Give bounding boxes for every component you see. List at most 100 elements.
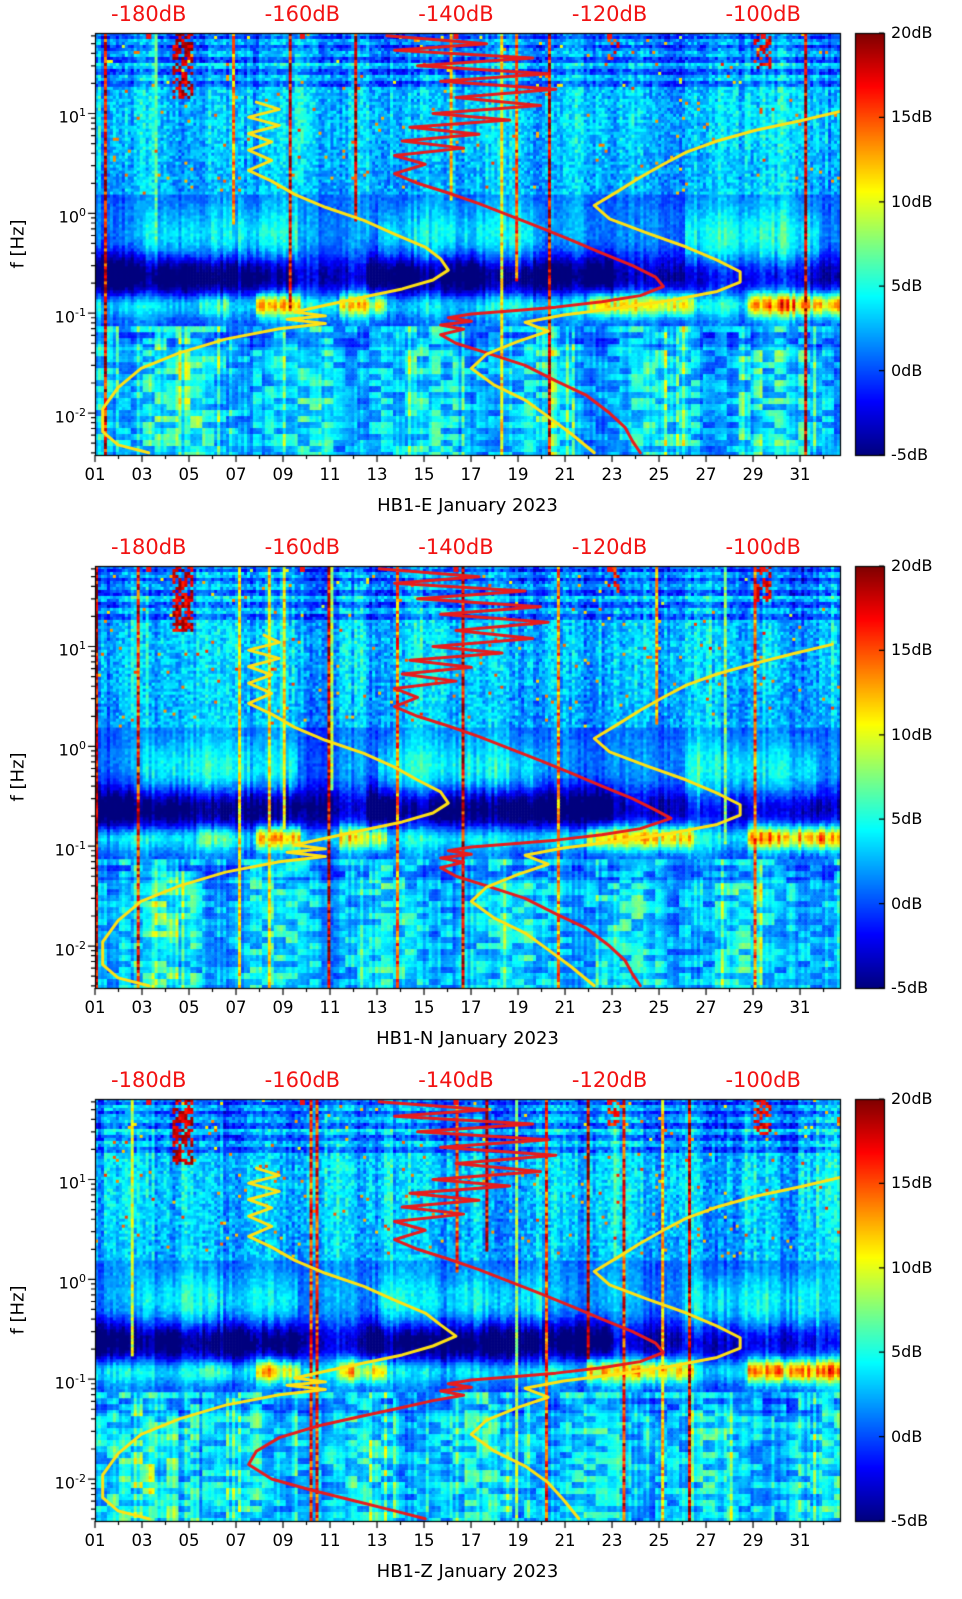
y-tick-exponent: -2 xyxy=(75,939,86,953)
spectrogram-panel-N: -180dB -160dB -140dB -120dB -100dB 101 100 10-1… xyxy=(0,533,962,1066)
x-axis-tick-label: 13 xyxy=(366,1531,388,1550)
top-axis-tick-label: -100dB xyxy=(725,1068,801,1092)
y-axis-title: f [Hz] xyxy=(7,752,29,802)
y-tick-exponent: -1 xyxy=(75,306,86,320)
x-axis-tick-label: 31 xyxy=(789,1531,811,1550)
y-tick-exponent: -1 xyxy=(75,839,86,853)
spectrogram-panel-E: -180dB -160dB -140dB -120dB -100dB 101 100 10-1… xyxy=(0,0,962,533)
y-tick-mantissa: 10 xyxy=(54,940,76,960)
y-tick-exponent: -2 xyxy=(75,406,86,420)
x-axis-tick-label: 23 xyxy=(601,465,623,484)
x-axis-tick-label: 11 xyxy=(319,998,341,1017)
spectrogram-panel-Z: -180dB -160dB -140dB -120dB -100dB 101 100 10-1… xyxy=(0,1066,962,1599)
y-axis-tick-label: 10-2 xyxy=(0,935,86,961)
y-tick-exponent: 1 xyxy=(79,639,86,653)
y-axis-tick-label: 10-2 xyxy=(0,1468,86,1494)
x-axis-tick-label: 01 xyxy=(84,1531,106,1550)
x-axis-tick-label: 29 xyxy=(742,998,764,1017)
y-tick-mantissa: 10 xyxy=(58,1273,79,1293)
x-axis-tick-label: 17 xyxy=(460,465,482,484)
colorbar-tick-label: 20dB xyxy=(891,556,933,575)
colorbar-tick-label: -5dB xyxy=(891,445,929,464)
top-axis-tick-label: -100dB xyxy=(725,2,801,26)
y-axis-tick-label: 101 xyxy=(0,635,86,661)
top-axis-tick-label: -120dB xyxy=(571,535,648,559)
y-tick-exponent: -1 xyxy=(75,1372,86,1386)
colorbar-tick-label: 5dB xyxy=(891,1342,923,1362)
top-axis-tick-label: -160dB xyxy=(264,2,341,26)
y-tick-mantissa: 10 xyxy=(54,407,76,427)
x-axis-tick-label: 21 xyxy=(554,1531,576,1550)
y-axis-tick-label: 100 xyxy=(0,202,86,228)
x-axis-tick-label: 05 xyxy=(178,465,200,484)
x-axis-tick-label: 11 xyxy=(319,465,341,484)
colorbar-tick-label: 0dB xyxy=(891,893,923,913)
x-axis-tick-label: 09 xyxy=(272,1531,294,1550)
colorbar-tick-label: 5dB xyxy=(891,809,923,829)
y-tick-mantissa: 10 xyxy=(54,1373,76,1393)
x-axis-tick-label: 15 xyxy=(413,465,435,484)
y-tick-exponent: 0 xyxy=(79,206,86,220)
colorbar-tick-label: -5dB xyxy=(891,978,929,997)
x-axis-tick-label: 27 xyxy=(695,998,717,1017)
x-axis-tick-label: 29 xyxy=(742,1531,764,1550)
x-axis-tick-label: 25 xyxy=(648,465,670,484)
y-tick-mantissa: 10 xyxy=(58,1173,79,1193)
x-axis-tick-label: 05 xyxy=(178,1531,200,1550)
x-axis-tick-label: 17 xyxy=(460,998,482,1017)
y-tick-mantissa: 10 xyxy=(54,307,76,327)
x-axis-tick-label: 01 xyxy=(84,998,106,1017)
colorbar-tick-label: 20dB xyxy=(891,23,933,42)
x-axis-tick-label: 13 xyxy=(366,465,388,484)
y-axis-tick-label: 10-1 xyxy=(0,302,86,328)
y-axis-title: f [Hz] xyxy=(7,219,29,269)
x-axis-tick-label: 11 xyxy=(319,1531,341,1550)
top-axis-tick-label: -180dB xyxy=(111,1068,187,1092)
top-axis-tick-label: -120dB xyxy=(571,2,648,26)
colorbar-tick-label: 15dB xyxy=(891,640,933,660)
spectrogram-canvas-Z xyxy=(0,1066,962,1599)
y-axis-tick-label: 101 xyxy=(0,1168,86,1194)
y-axis-tick-label: 10-1 xyxy=(0,1368,86,1394)
top-axis-tick-label: -100dB xyxy=(725,535,801,559)
x-axis-tick-label: 21 xyxy=(554,998,576,1017)
top-axis-tick-label: -140dB xyxy=(418,2,494,26)
y-axis-title: f [Hz] xyxy=(7,1285,29,1335)
top-axis-tick-label: -180dB xyxy=(111,2,187,26)
x-axis-tick-label: 09 xyxy=(272,998,294,1017)
x-axis-tick-label: 29 xyxy=(742,465,764,484)
panel-title: HB1-E January 2023 xyxy=(377,495,558,516)
x-axis-tick-label: 13 xyxy=(366,998,388,1017)
x-axis-tick-label: 19 xyxy=(507,998,529,1017)
y-axis-tick-label: 100 xyxy=(0,735,86,761)
colorbar-tick-label: 10dB xyxy=(891,724,933,744)
colorbar-tick-label: 0dB xyxy=(891,1426,923,1446)
y-tick-mantissa: 10 xyxy=(54,1473,76,1493)
x-axis-tick-label: 15 xyxy=(413,998,435,1017)
colorbar-tick-label: 5dB xyxy=(891,276,923,296)
y-tick-mantissa: 10 xyxy=(58,740,79,760)
colorbar-tick-label: 10dB xyxy=(891,191,933,211)
top-axis-tick-label: -120dB xyxy=(571,1068,648,1092)
y-axis-tick-label: 100 xyxy=(0,1268,86,1294)
y-tick-exponent: 0 xyxy=(79,739,86,753)
x-axis-tick-label: 21 xyxy=(554,465,576,484)
x-axis-tick-label: 31 xyxy=(789,465,811,484)
x-axis-tick-label: 15 xyxy=(413,1531,435,1550)
x-axis-tick-label: 27 xyxy=(695,465,717,484)
y-tick-exponent: 1 xyxy=(79,106,86,120)
x-axis-tick-label: 23 xyxy=(601,1531,623,1550)
colorbar-tick-label: 15dB xyxy=(891,1173,933,1193)
y-tick-mantissa: 10 xyxy=(58,640,79,660)
spectrogram-canvas-N xyxy=(0,533,962,1066)
x-axis-tick-label: 07 xyxy=(225,1531,247,1550)
x-axis-tick-label: 27 xyxy=(695,1531,717,1550)
x-axis-tick-label: 05 xyxy=(178,998,200,1017)
x-axis-tick-label: 01 xyxy=(84,465,106,484)
top-axis-tick-label: -160dB xyxy=(264,535,341,559)
y-tick-exponent: 1 xyxy=(79,1172,86,1186)
x-axis-tick-label: 19 xyxy=(507,1531,529,1550)
colorbar-tick-label: 20dB xyxy=(891,1089,933,1108)
x-axis-tick-label: 03 xyxy=(131,465,153,484)
